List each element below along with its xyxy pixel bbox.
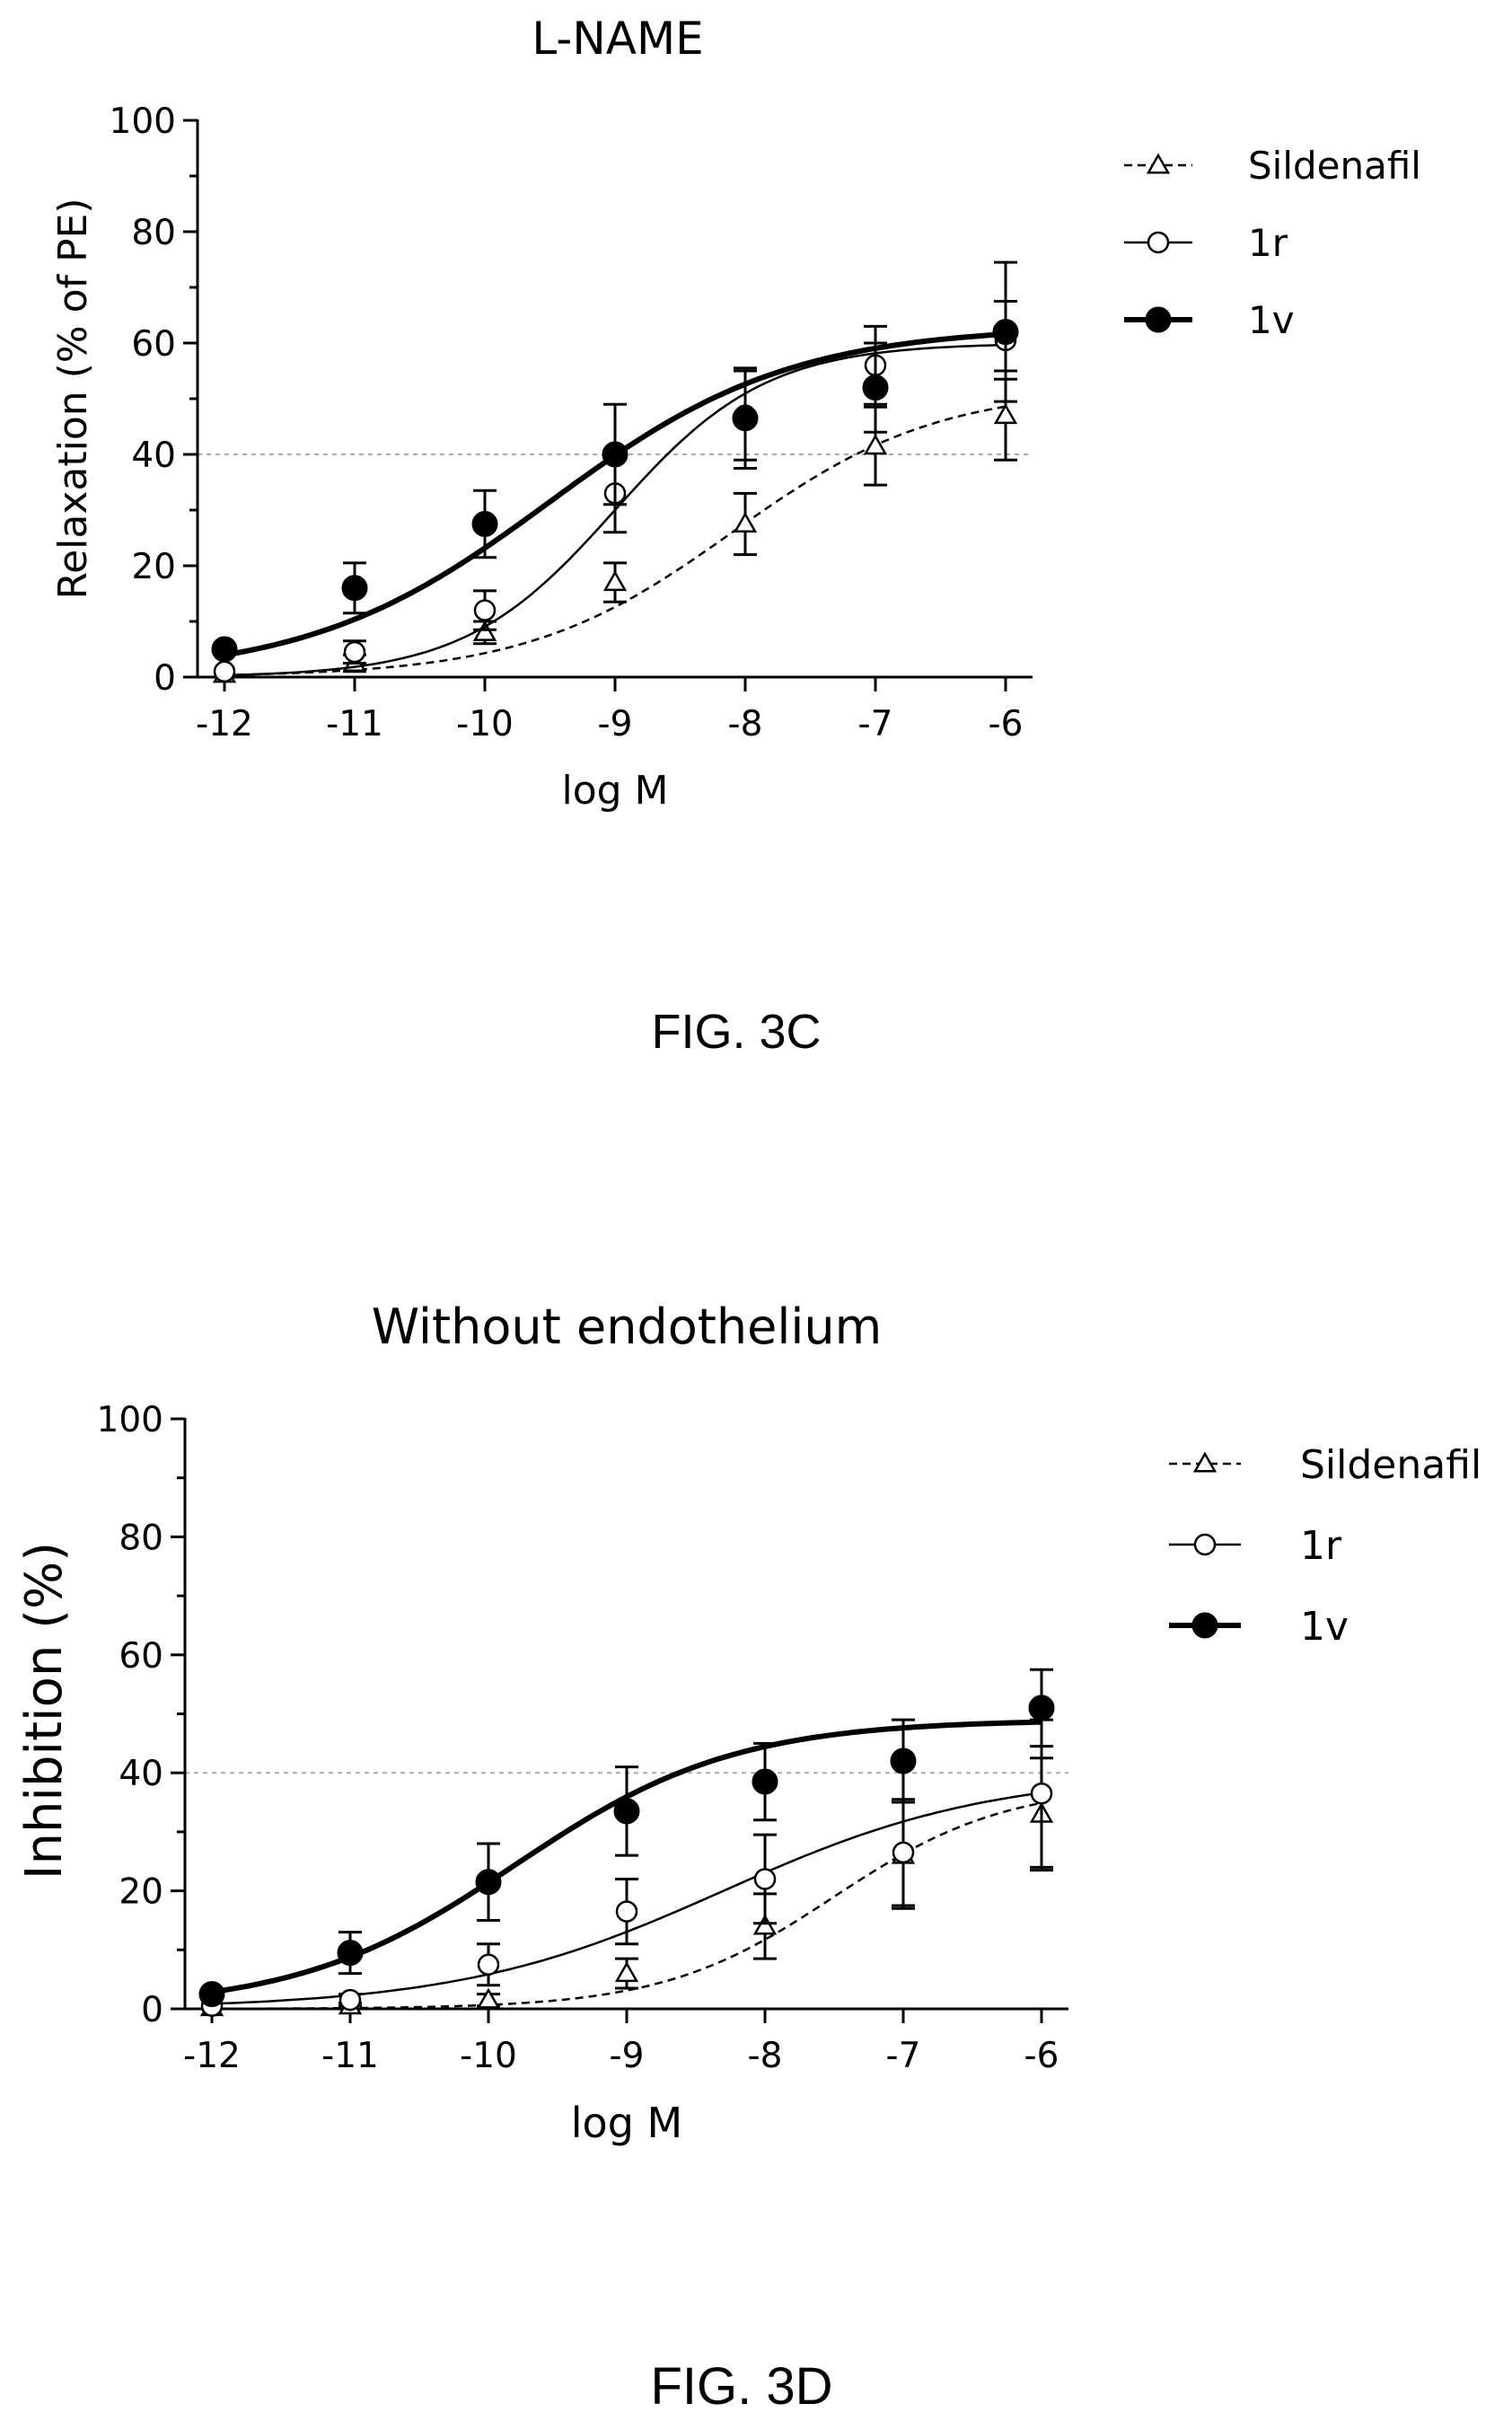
- data-point: [473, 599, 497, 621]
- y-tick-label: 20: [119, 1872, 163, 1913]
- chart-title: L-NAME: [532, 13, 703, 65]
- y-axis-label: Inhibition (%): [15, 1542, 74, 1880]
- legend-label: 1v: [1300, 1604, 1349, 1650]
- data-point: [341, 575, 368, 602]
- x-tick-label: -8: [728, 704, 763, 744]
- data-point: [993, 403, 1018, 425]
- legend-marker: [1145, 306, 1172, 333]
- figure-caption: FIG. 3C: [651, 1005, 821, 1059]
- x-tick-label: -11: [321, 2036, 379, 2076]
- legend-label: 1r: [1248, 221, 1288, 265]
- legend-marker: [1193, 1533, 1217, 1556]
- y-axis-label: Relaxation (% of PE): [50, 198, 96, 600]
- x-tick-label: -10: [460, 2036, 517, 2076]
- y-tick-label: 80: [119, 1518, 163, 1558]
- legend: Sildenafil 1r 1v: [1169, 1442, 1481, 1650]
- y-tick-label: 0: [154, 658, 176, 699]
- x-tick-label: -12: [183, 2036, 241, 2076]
- data-point: [890, 1748, 917, 1774]
- data-point: [733, 511, 758, 533]
- x-axis-label: log M: [571, 2099, 682, 2147]
- y-tick-label: 100: [110, 101, 176, 142]
- data-point: [476, 1987, 501, 2009]
- data-point: [198, 1981, 225, 2008]
- data-point: [475, 1869, 502, 1896]
- data-point: [343, 640, 366, 664]
- legend-marker: [1146, 153, 1171, 174]
- chart-panel-2: Without endothelium 0 20 40 60 80 100 -12 -11 -10…: [15, 1299, 1481, 2416]
- data-point: [613, 1798, 640, 1825]
- legend-label: 1v: [1248, 298, 1295, 342]
- x-tick-label: -8: [748, 2036, 783, 2076]
- legend-label: 1r: [1300, 1523, 1342, 1569]
- x-tick-label: -9: [610, 2036, 645, 2076]
- data-point: [602, 570, 628, 592]
- data-point: [1030, 1782, 1053, 1805]
- data-point: [753, 1868, 777, 1890]
- x-tick-label: -6: [1024, 2036, 1059, 2076]
- y-tick-label: 40: [131, 436, 176, 476]
- legend-label: Sildenafil: [1300, 1442, 1481, 1488]
- x-axis-label: log M: [561, 768, 668, 814]
- series-1r: [200, 1718, 1053, 2017]
- data-point: [862, 374, 889, 401]
- y-tick-label: 60: [119, 1636, 163, 1677]
- data-point: [471, 511, 498, 537]
- series-1v: [211, 260, 1019, 663]
- y-tick-label: 60: [131, 324, 176, 365]
- legend-label: Sildenafil: [1248, 144, 1421, 188]
- y-tick-label: 100: [97, 1400, 163, 1440]
- figure-caption: FIG. 3D: [650, 2357, 832, 2416]
- data-point: [338, 1988, 362, 2012]
- y-tick-label: 20: [131, 547, 176, 587]
- chart-title: Without endothelium: [372, 1299, 882, 1355]
- data-point: [752, 1768, 778, 1795]
- x-tick-label: -6: [989, 704, 1024, 744]
- data-point: [211, 636, 238, 663]
- data-point: [615, 1900, 638, 1923]
- data-point: [602, 441, 629, 468]
- data-point: [213, 660, 236, 683]
- y-tick-label: 80: [131, 213, 176, 253]
- data-point: [863, 434, 888, 455]
- data-point: [992, 319, 1019, 346]
- data-point: [477, 1953, 500, 1976]
- data-point: [337, 1940, 364, 1967]
- data-point: [1028, 1695, 1055, 1721]
- x-tick-label: -11: [326, 704, 383, 744]
- x-tick-label: -10: [456, 704, 514, 744]
- data-point: [752, 1914, 778, 1935]
- chart-panel-1: L-NAME 0 20 40 60 80 100 -12 -11 -10 -9 -8 -7 -6 log M…: [50, 13, 1421, 1059]
- x-tick-label: -9: [598, 704, 633, 744]
- data-point: [472, 620, 497, 641]
- legend: Sildenafil 1r 1v: [1124, 144, 1421, 342]
- fit-curve: [211, 1719, 1042, 1995]
- x-tick-label: -7: [858, 704, 893, 744]
- legend-marker: [1147, 231, 1170, 254]
- data-point: [892, 1841, 915, 1864]
- legend-marker: [1192, 1451, 1218, 1473]
- legend-marker: [1191, 1612, 1218, 1639]
- x-tick-label: -12: [196, 704, 253, 744]
- data-point: [614, 1961, 639, 1983]
- y-tick-label: 40: [119, 1754, 163, 1794]
- data-point: [732, 405, 759, 432]
- series-1v: [198, 1668, 1055, 2008]
- y-tick-label: 0: [141, 1990, 163, 2030]
- x-tick-label: -7: [886, 2036, 921, 2076]
